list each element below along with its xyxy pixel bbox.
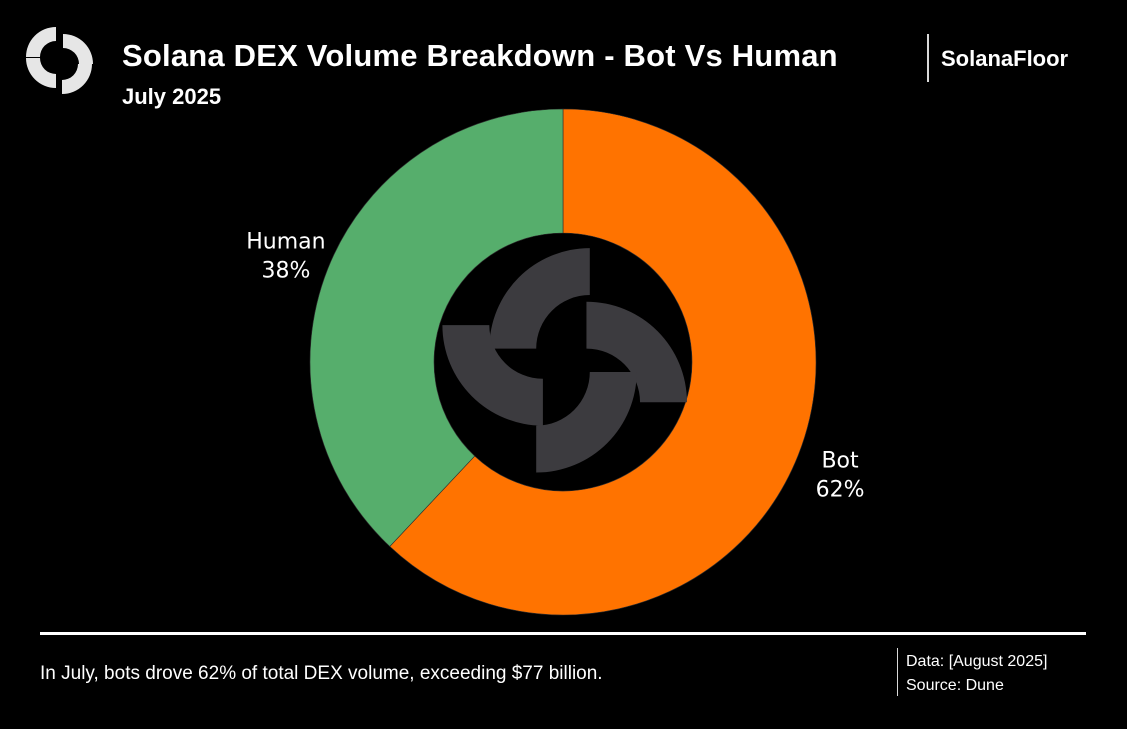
slice-bot [389, 108, 817, 616]
slice-label-human: Human [246, 229, 325, 254]
chart-subtitle: July 2025 [122, 84, 222, 109]
slice-value-bot: 62% [816, 478, 865, 503]
solanafloor-logo-icon [442, 248, 687, 473]
slice-label-bot: Bot [821, 449, 859, 474]
chart-title: Solana DEX Volume Breakdown - Bot Vs Hum… [122, 38, 838, 73]
slice-value-human: 38% [261, 258, 310, 283]
source-divider [897, 648, 898, 696]
data-date: Data: [August 2025] [906, 653, 1048, 670]
source-block: Data: [August 2025] Source: Dune [906, 650, 1047, 698]
brand-name: SolanaFloor [941, 46, 1069, 71]
slice-human [309, 108, 564, 547]
footer-divider [40, 632, 1086, 635]
brand-divider [927, 34, 929, 82]
data-source: Source: Dune [906, 677, 1004, 694]
solanafloor-logo-icon [26, 27, 93, 94]
chart-caption: In July, bots drove 62% of total DEX vol… [40, 663, 603, 684]
